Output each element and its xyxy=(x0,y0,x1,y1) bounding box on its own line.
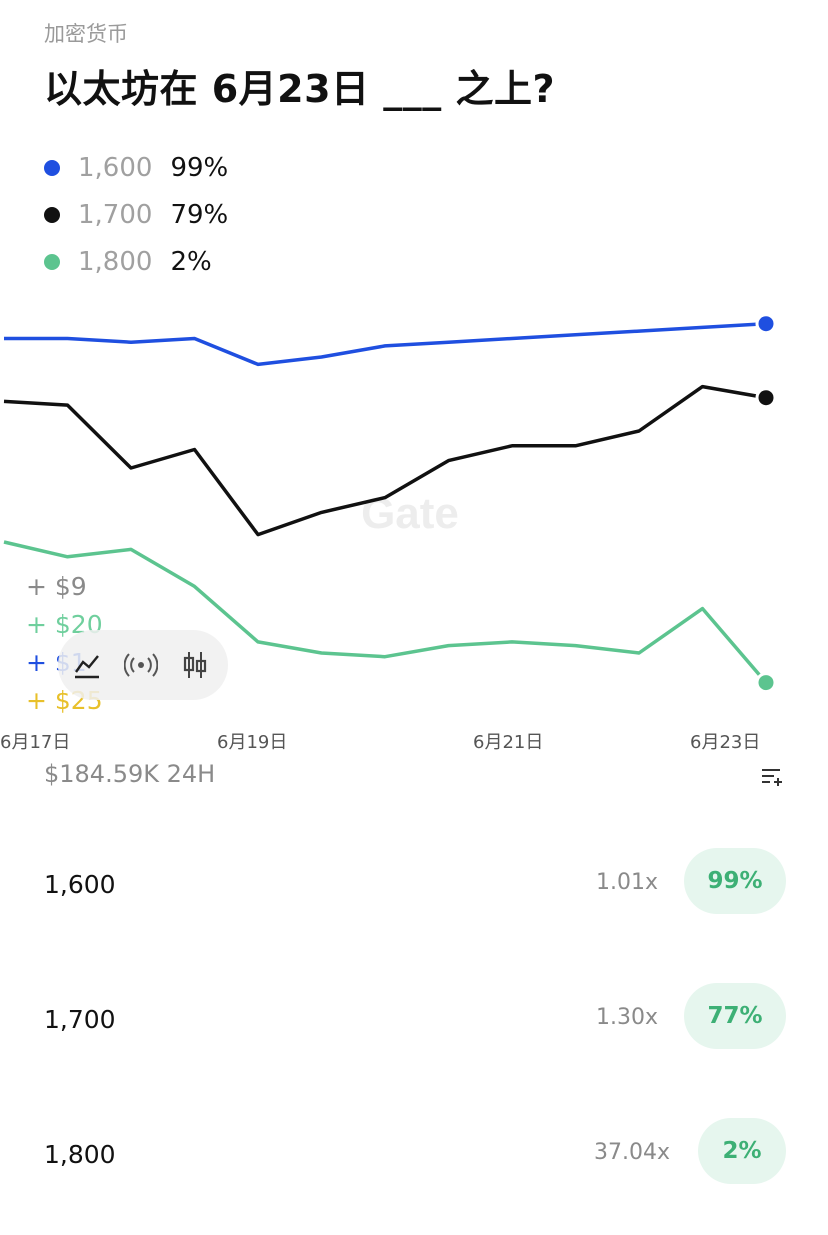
series-line-1700 xyxy=(3,384,767,537)
date-axis: 6月17日 6月19日 6月21日 6月23日 xyxy=(0,728,828,756)
market-row-1700[interactable]: 1,700 1.30x 77% xyxy=(0,983,828,1063)
x-tick-label: 6月17日 xyxy=(0,732,71,753)
volume-tag: + $9 xyxy=(26,572,87,601)
x-tick-label: 6月19日 xyxy=(217,732,288,753)
x-tick-label: 6月21日 xyxy=(473,732,544,753)
breadcrumb[interactable]: 加密货币 xyxy=(44,22,128,46)
series-line-1800 xyxy=(3,540,768,684)
gate-watermark: Gate xyxy=(361,489,459,538)
legend-item-1600: 1,600 99% xyxy=(44,144,228,191)
x-tick-label: 6月23日 xyxy=(690,732,761,753)
market-multiplier: 1.01x xyxy=(596,870,659,895)
legend-item-1700: 1,700 79% xyxy=(44,191,228,238)
legend-dot xyxy=(44,206,60,223)
market-name: 1,800 xyxy=(44,1140,116,1169)
line-chart-icon[interactable] xyxy=(72,650,102,680)
market-row-1800[interactable]: 1,800 37.04x 2% xyxy=(0,1118,828,1198)
legend-percent: 2% xyxy=(170,246,212,277)
sort-list-icon[interactable] xyxy=(760,766,784,792)
legend-item-1800: 1,800 2% xyxy=(44,238,228,285)
page-title: 以太坊在 6月23日 ___ 之上? xyxy=(44,67,556,111)
candlestick-icon[interactable] xyxy=(180,649,210,681)
chart-toolbar xyxy=(58,630,228,700)
market-multiplier: 37.04x xyxy=(594,1140,671,1165)
legend-dot xyxy=(44,159,60,176)
legend-percent: 99% xyxy=(170,152,229,183)
probability-chip[interactable]: 77% xyxy=(684,983,786,1049)
probability-chart[interactable]: Gate xyxy=(0,310,828,710)
probability-chip[interactable]: 99% xyxy=(684,848,786,914)
market-multiplier: 1.30x xyxy=(596,1005,659,1030)
live-broadcast-icon[interactable] xyxy=(124,650,158,680)
legend-dot xyxy=(44,253,60,270)
market-name: 1,600 xyxy=(44,870,116,899)
legend-name: 1,800 xyxy=(78,246,153,277)
volume-24h: $184.59K 24H xyxy=(44,760,216,788)
market-name: 1,700 xyxy=(44,1005,116,1034)
market-row-1600[interactable]: 1,600 1.01x 99% xyxy=(0,848,828,928)
chart-legend: 1,600 99% 1,700 79% 1,800 2% xyxy=(44,144,228,285)
series-layer xyxy=(3,313,777,694)
series-endpoint-1800 xyxy=(755,672,777,694)
probability-chip[interactable]: 2% xyxy=(698,1118,786,1184)
series-endpoint-1600 xyxy=(755,313,777,335)
legend-name: 1,700 xyxy=(78,199,153,230)
legend-name: 1,600 xyxy=(78,152,153,183)
series-line-1600 xyxy=(4,321,767,367)
series-endpoint-1700 xyxy=(755,387,777,409)
legend-percent: 79% xyxy=(170,199,229,230)
